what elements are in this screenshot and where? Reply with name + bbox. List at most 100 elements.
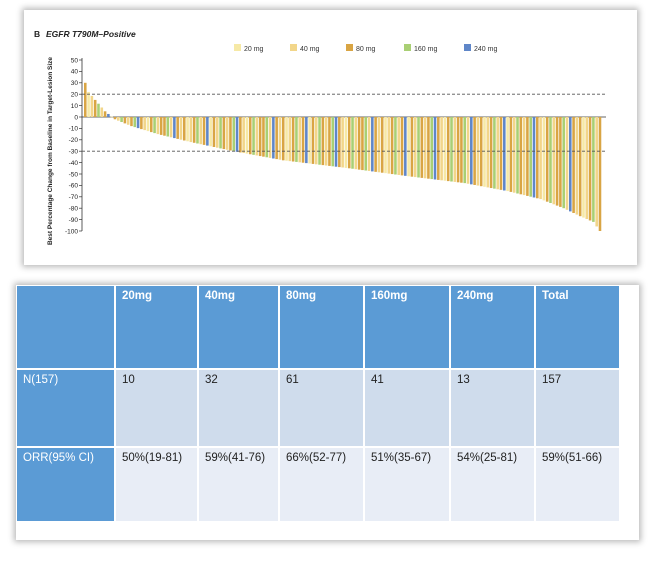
y-tick-label: 50 xyxy=(71,57,79,64)
table-header-cell: 240mg xyxy=(451,286,534,368)
bar xyxy=(470,117,473,185)
y-tick-label: 30 xyxy=(71,80,79,87)
bar xyxy=(268,117,272,158)
y-tick-label: -90 xyxy=(69,217,79,224)
bar xyxy=(433,117,437,180)
bar xyxy=(562,117,565,209)
table-header-cell: 160mg xyxy=(365,286,449,368)
bar xyxy=(446,117,450,182)
bar xyxy=(344,117,348,168)
bar xyxy=(423,117,427,179)
bar xyxy=(239,117,242,153)
bar xyxy=(569,117,572,212)
bar xyxy=(532,117,536,198)
legend-label: 80 mg xyxy=(356,46,376,53)
bar xyxy=(387,117,391,174)
bar xyxy=(93,99,97,117)
bar xyxy=(133,117,137,128)
table-cell: 41 xyxy=(365,370,449,446)
legend-swatch xyxy=(346,44,353,51)
bar xyxy=(588,117,592,221)
table-cell: 157 xyxy=(536,370,619,446)
bar xyxy=(166,117,170,137)
bar xyxy=(592,117,595,222)
reference-lines xyxy=(82,93,606,152)
bar xyxy=(225,117,229,150)
bar xyxy=(262,117,265,157)
chart-title: EGFR T790M–Positive xyxy=(46,29,136,39)
bar xyxy=(189,117,193,143)
bar xyxy=(499,117,503,190)
bar xyxy=(503,117,506,191)
bar xyxy=(417,117,420,178)
bar xyxy=(407,117,410,177)
bar xyxy=(516,117,519,194)
table-header-cell: Total xyxy=(536,286,619,368)
y-tick-label: -60 xyxy=(69,183,79,190)
bar xyxy=(202,117,206,145)
bar xyxy=(90,95,94,117)
bar xyxy=(153,117,156,134)
bar xyxy=(519,117,523,195)
bar xyxy=(199,117,203,145)
bar xyxy=(156,117,160,135)
table-header-cell xyxy=(17,286,114,368)
table-cell: 59%(51-66) xyxy=(536,448,619,521)
bar xyxy=(380,117,384,173)
bar xyxy=(595,117,598,227)
bar xyxy=(232,117,236,152)
bar xyxy=(354,117,358,170)
bar xyxy=(331,117,335,167)
bar xyxy=(281,117,285,161)
bar xyxy=(272,117,275,159)
bar xyxy=(149,117,153,133)
bars xyxy=(84,82,602,231)
bar xyxy=(509,117,513,192)
legend-label: 40 mg xyxy=(300,46,320,53)
y-tick-label: -30 xyxy=(69,149,79,156)
bar xyxy=(248,117,252,155)
y-tick-label: -10 xyxy=(69,126,79,133)
orr-table-panel: 20mg 40mg 80mg 160mg 240mg Total N(157) 10 32 61 4… xyxy=(16,285,639,540)
bar xyxy=(463,117,467,184)
bar xyxy=(496,117,499,190)
y-tick-label: -40 xyxy=(69,160,79,167)
table-cell: 50%(19-81) xyxy=(116,448,197,521)
bar xyxy=(493,117,496,189)
bar xyxy=(486,117,490,188)
bar xyxy=(242,117,245,154)
bar xyxy=(278,117,282,160)
bar xyxy=(126,117,130,125)
y-axis-label: Best Percentage Change from Baseline in … xyxy=(47,57,54,245)
bar xyxy=(582,117,585,218)
bar xyxy=(219,117,222,149)
bar xyxy=(361,117,364,171)
bar xyxy=(522,117,526,196)
bar xyxy=(347,117,351,169)
bar xyxy=(539,117,542,200)
bar xyxy=(338,117,341,168)
y-tick-label: 40 xyxy=(71,69,79,76)
bar xyxy=(598,117,602,231)
bar xyxy=(209,117,212,147)
y-tick-label: -70 xyxy=(69,194,79,201)
table-row-header: ORR(95% CI) xyxy=(17,448,114,521)
bar xyxy=(575,117,579,215)
bar xyxy=(116,117,120,121)
bar xyxy=(196,117,199,144)
bar xyxy=(427,117,430,179)
bar xyxy=(252,117,255,155)
bar xyxy=(545,117,549,202)
y-tick-label: -100 xyxy=(65,228,78,235)
bar xyxy=(341,117,344,168)
bar xyxy=(364,117,368,171)
bar xyxy=(186,117,189,142)
bar xyxy=(565,117,569,210)
bar xyxy=(479,117,483,187)
bar xyxy=(324,117,328,166)
bar xyxy=(169,117,173,138)
bar xyxy=(159,117,163,135)
table-header-cell: 80mg xyxy=(280,286,363,368)
bar xyxy=(456,117,460,183)
table-cell: 61 xyxy=(280,370,363,446)
